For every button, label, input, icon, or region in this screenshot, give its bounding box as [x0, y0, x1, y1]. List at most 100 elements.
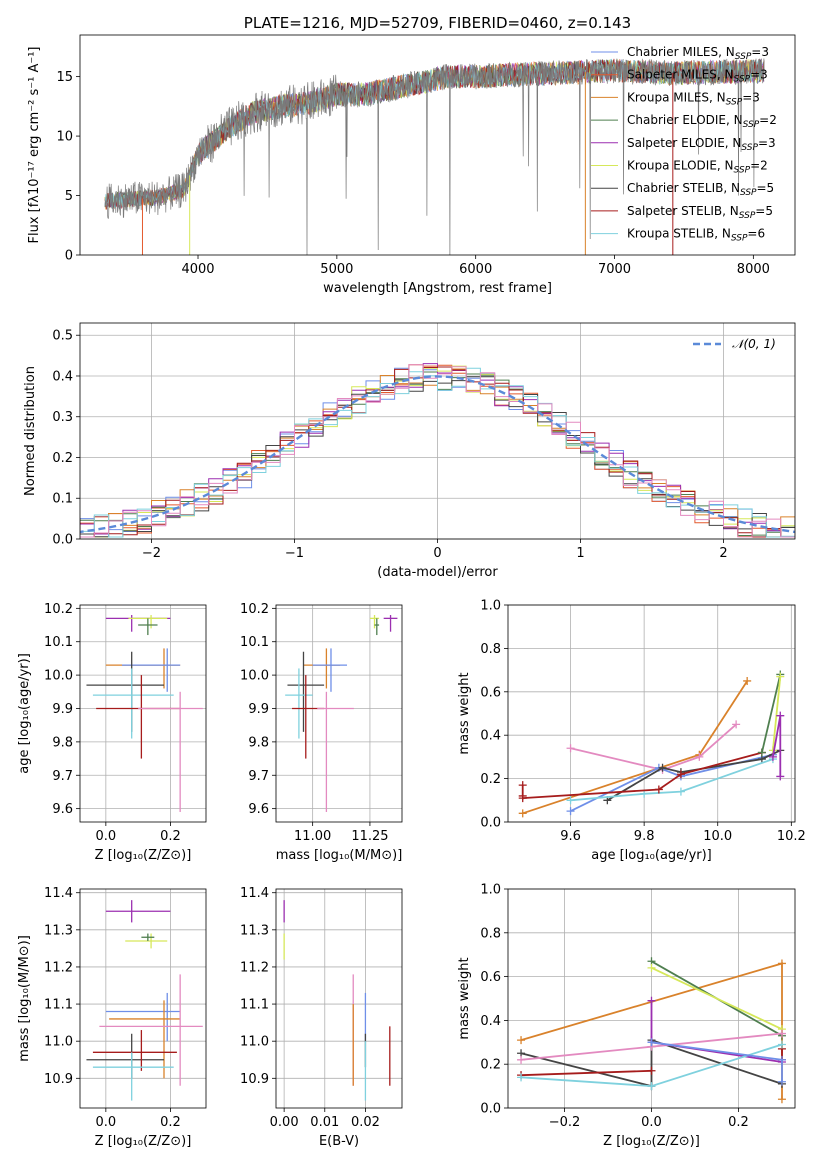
legend: 𝒩(0, 1)	[693, 337, 776, 351]
x-axis-label: wavelength [Angstrom, rest frame]	[323, 281, 552, 296]
y-tick-label: 11.2	[44, 960, 73, 975]
y-tick-label: 0.2	[480, 1058, 501, 1073]
y-tick-label: 0.8	[480, 642, 501, 657]
weight-line	[520, 1069, 652, 1077]
x-tick-label: 10.2	[777, 829, 806, 844]
x-tick-label: 0.02	[351, 1115, 380, 1130]
plus-marker	[518, 791, 527, 800]
axes-mass_vs_Z: 0.0 0.2 10.9 11.0 11.1 11.2 11.3 11.4 Z [log₁₀(Z…	[17, 886, 207, 1149]
weight-line	[606, 749, 781, 802]
y-tick-label: 11.3	[240, 923, 269, 938]
plus-marker	[647, 996, 656, 1005]
weight-line	[570, 758, 774, 802]
plus-marker	[777, 1095, 786, 1104]
y-axis-label: mass [log₁₀(M/M⊙)]	[17, 935, 32, 1062]
legend-label: Salpeter MILES, NSSP=3	[627, 68, 768, 85]
y-tick-label: 0.6	[480, 970, 501, 985]
plot-area-age_vs_mass	[285, 615, 398, 812]
y-tick-label: 9.9	[52, 702, 73, 717]
data-point	[92, 668, 174, 739]
legend-label: Chabrier STELIB, NSSP=5	[627, 181, 774, 198]
plus-marker	[743, 676, 752, 685]
y-tick-label: 0.6	[480, 685, 501, 700]
data-point	[86, 651, 164, 732]
y-tick-label: 10.2	[44, 602, 73, 617]
weight-line	[570, 723, 737, 771]
weight-line	[761, 674, 782, 753]
x-tick-label: 0	[433, 546, 441, 561]
x-tick-label: 1	[576, 546, 584, 561]
y-tick-label: 10.0	[44, 669, 73, 684]
x-axis-label: age [log₁₀(age/yr)]	[591, 848, 712, 863]
histogram-step	[80, 364, 795, 538]
y-tick-label: 10	[56, 130, 73, 145]
weight-line	[650, 1000, 783, 1063]
axes-frame	[507, 888, 796, 1109]
legend-label: Kroupa STELIB, NSSP=6	[627, 227, 765, 244]
weight-line	[651, 966, 783, 1031]
x-axis-label: Z [log₁₀(Z/Z⊙)]	[95, 848, 192, 863]
data-point	[292, 675, 325, 759]
chart-title: PLATE=1216, MJD=52709, FIBERID=0460, z=0…	[244, 14, 631, 32]
y-tick-label: 15	[56, 70, 73, 85]
plus-marker	[776, 772, 785, 781]
x-axis-label: mass [log₁₀(M/M⊙)]	[276, 848, 403, 863]
y-tick-label: 0.1	[52, 492, 73, 507]
axes-mass_vs_EBV: 0.00 0.01 0.02 10.9 11.0 11.1 11.2 11.3 11.4 E(B-…	[240, 886, 403, 1149]
y-tick-label: 0.3	[52, 410, 73, 425]
legend: Chabrier MILES, NSSP=3 Salpeter MILES, NS…	[591, 45, 777, 244]
data-point	[86, 1033, 164, 1079]
x-tick-label: 6000	[459, 262, 492, 277]
data-point	[138, 618, 158, 636]
data-point	[285, 668, 313, 739]
x-tick-label: 10.0	[703, 829, 732, 844]
y-axis-label: Normed distribution	[23, 366, 38, 496]
x-tick-label: 0.00	[270, 1115, 299, 1130]
axes-age_vs_mass: 11.00 11.25 9.6 9.7 9.8 9.9 10.0 10.1 10.2 mass […	[240, 602, 403, 863]
data-point	[369, 615, 380, 629]
y-tick-label: 9.9	[248, 702, 269, 717]
plus-marker	[517, 1073, 526, 1082]
x-tick-label: 0.2	[160, 829, 181, 844]
legend-label: Salpeter STELIB, NSSP=5	[627, 204, 773, 221]
plus-marker	[777, 1077, 786, 1086]
axes-mass_weight_vs_Z: −0.2 0.0 0.2 0.0 0.2 0.4 0.6 0.8 1.0 Z [log₁₀(Z/Z…	[457, 883, 796, 1149]
plus-marker	[654, 785, 663, 794]
y-tick-label: 0.2	[52, 451, 73, 466]
weight-series	[647, 963, 786, 1034]
plus-marker	[732, 720, 741, 729]
plus-marker	[647, 963, 656, 972]
data-point	[138, 691, 203, 812]
plus-marker	[518, 781, 527, 790]
y-tick-label: 11.0	[44, 1035, 73, 1050]
y-tick-label: 11.4	[240, 886, 269, 901]
x-axis-label: E(B-V)	[319, 1134, 359, 1149]
plus-marker	[776, 711, 785, 720]
plus-marker	[566, 744, 575, 753]
x-tick-label: 0.0	[96, 829, 117, 844]
y-axis-label: mass weight	[457, 957, 472, 1039]
plus-marker	[647, 1066, 656, 1075]
x-tick-label: 2	[719, 546, 727, 561]
plot-area-mass_vs_Z	[86, 900, 203, 1101]
plot-area-mass_weight_vs_age	[518, 670, 785, 818]
y-axis-label: age [log₁₀(age/yr)]	[17, 653, 32, 774]
axes-mass_weight_vs_age: 9.6 9.8 10.0 10.2 0.0 0.2 0.4 0.6 0.8 1.0 age [log…	[457, 599, 806, 864]
legend-label: Salpeter ELODIE, NSSP=3	[627, 136, 776, 153]
y-tick-label: 10.9	[44, 1072, 73, 1087]
weight-series	[768, 711, 785, 781]
plus-marker	[757, 748, 766, 757]
x-tick-label: 11.00	[294, 829, 331, 844]
plus-marker	[517, 1036, 526, 1045]
y-axis-label: Flux [fλ10⁻¹⁷ erg cm⁻² s⁻¹ A⁻¹]	[27, 47, 42, 244]
y-tick-label: 0.4	[480, 1014, 501, 1029]
data-point	[125, 933, 168, 949]
plus-marker	[676, 787, 685, 796]
y-tick-label: 9.8	[52, 735, 73, 750]
plus-marker	[566, 796, 575, 805]
y-tick-label: 1.0	[480, 599, 501, 614]
x-tick-label: 0.01	[310, 1115, 339, 1130]
plus-marker	[777, 1040, 786, 1049]
y-tick-label: 10.0	[240, 669, 269, 684]
